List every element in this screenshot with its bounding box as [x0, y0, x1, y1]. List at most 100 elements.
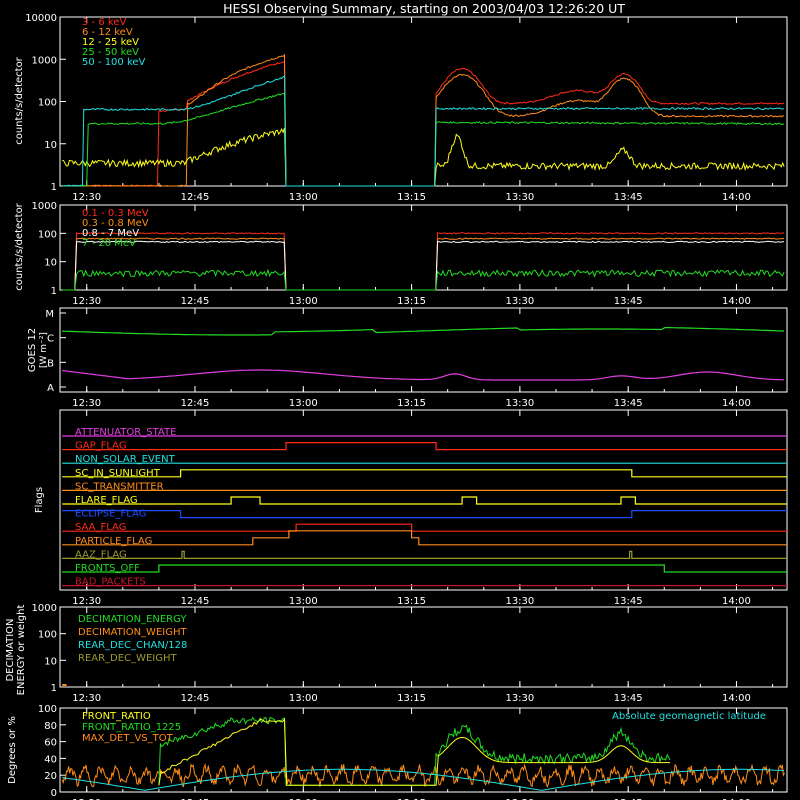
goes-series-low	[62, 369, 785, 381]
flags-label-0: ATTENUATOR_STATE	[75, 427, 176, 438]
flags-xtick-label: 12:45	[181, 596, 210, 607]
lc-ytick-label: 1000	[32, 55, 57, 66]
ratio-xtick-label: 13:45	[614, 798, 643, 800]
flags-line-8	[62, 530, 787, 546]
lc-xtick-label: 14:00	[722, 192, 751, 203]
goes-xtick-label: 13:15	[397, 398, 426, 409]
ratio-xtick-label: 13:15	[397, 798, 426, 800]
hi-frame	[59, 204, 788, 291]
flags-label-5: FLARE_FLAG	[75, 495, 138, 506]
goes-xtick-label: 13:30	[505, 398, 534, 409]
goes-ylabel: GOES 12	[27, 328, 38, 372]
goes-ytick-label: B	[47, 358, 54, 369]
lc-legend-0: 3 - 6 keV	[82, 17, 126, 28]
hi-legend-1: 0.3 - 0.8 MeV	[82, 218, 149, 229]
goes-xtick-label: 14:00	[722, 398, 751, 409]
flags-label-2: NON_SOLAR_EVENT	[75, 454, 176, 465]
lc-ytick-label: 1	[51, 182, 57, 193]
ratio-ytick-label: 20	[44, 771, 57, 782]
flags-ylabel: Flags	[34, 487, 45, 513]
dec-ylabel: DECIMATION	[5, 618, 16, 681]
dec-ytick-label: 1000	[32, 603, 57, 614]
lc-xtick-label: 13:45	[614, 192, 643, 203]
hi-ytick-label: 1	[51, 286, 57, 297]
dec-xtick-label: 13:15	[397, 693, 426, 704]
goes-series-high	[62, 327, 785, 336]
ratio-xtick-label: 14:00	[722, 798, 751, 800]
flags-label-8: PARTICLE_FLAG	[75, 536, 152, 547]
ratio-xtick-label: 12:30	[72, 798, 101, 800]
flags-xtick-label: 13:15	[397, 596, 426, 607]
dec-ylabel2: ENERGY or weight	[16, 605, 27, 696]
flags-label-9: AAZ_FLAG	[75, 549, 127, 560]
hi-ytick-label: 1000	[32, 201, 57, 212]
dec-legend-2: REAR_DEC_CHAN/128	[78, 640, 187, 651]
lc-series-1	[62, 53, 785, 187]
goes-ytick-label: M	[45, 309, 54, 320]
flags-label-4: SC_TRANSMITTER	[75, 481, 164, 492]
flags-line-5	[62, 496, 787, 505]
ratio-ytick-label: 40	[44, 754, 57, 765]
lc-legend-3: 25 - 50 keV	[82, 47, 139, 58]
flags-xtick-label: 13:30	[505, 596, 534, 607]
flags-label-3: SC_IN_SUNLIGHT	[75, 468, 161, 479]
flags-line-3	[62, 469, 787, 478]
flags-xtick-label: 13:45	[614, 596, 643, 607]
hi-xtick-label: 13:15	[397, 296, 426, 307]
flags-label-6: ECLIPSE_FLAG	[75, 509, 146, 520]
hi-legend-0: 0.1 - 0.3 MeV	[82, 208, 149, 219]
hi-xtick-label: 13:30	[505, 296, 534, 307]
hi-legend-2: 0.8 - 7 MeV	[82, 228, 139, 239]
dec-xtick-label: 13:30	[505, 693, 534, 704]
ratio-ytick-label: 100	[38, 704, 57, 715]
lc-series-3	[62, 92, 785, 187]
ratio-ytick-label: 60	[44, 738, 57, 749]
ratio-ytick-label: 0	[51, 788, 57, 799]
goes-xtick-label: 12:45	[181, 398, 210, 409]
hi-xtick-label: 14:00	[722, 296, 751, 307]
flags-line-6	[62, 510, 787, 519]
hi-xtick-label: 13:00	[289, 296, 318, 307]
dec-xtick-label: 14:00	[722, 693, 751, 704]
dec-xtick-label: 13:45	[614, 693, 643, 704]
dec-legend-3: REAR_DEC_WEIGHT	[78, 653, 177, 664]
ratio-series-front	[158, 717, 670, 786]
ratio-ylabel: Degrees or %	[7, 716, 18, 784]
lc-ylabel: counts/s/detector	[14, 56, 25, 144]
flags-line-1	[62, 442, 787, 451]
goes-xtick-label: 13:45	[614, 398, 643, 409]
hi-ytick-label: 10	[44, 258, 57, 269]
lc-series-2	[62, 127, 785, 187]
dec-xtick-label: 12:45	[181, 693, 210, 704]
flags-label-10: FRONTS_OFF	[75, 563, 140, 574]
flags-line-9	[62, 550, 787, 559]
chart-title: HESSI Observing Summary, starting on 200…	[223, 1, 625, 16]
hi-ylabel: counts/s/detector	[14, 202, 25, 290]
dec-ytick-label: 1	[51, 683, 57, 694]
dec-ytick-label: 100	[38, 630, 57, 641]
dec-xtick-label: 12:30	[72, 693, 101, 704]
dec-frame	[59, 606, 788, 688]
lc-xtick-label: 12:45	[181, 192, 210, 203]
lc-legend-1: 6 - 12 keV	[82, 27, 133, 38]
lc-ytick-label: 10	[44, 140, 57, 151]
lc-series-4	[62, 75, 785, 187]
flags-label-1: GAP_FLAG	[75, 441, 127, 452]
hi-ytick-label: 100	[38, 229, 57, 240]
lc-xtick-label: 13:00	[289, 192, 318, 203]
ratio-ytick-label: 80	[44, 721, 57, 732]
goes-frame	[59, 307, 788, 393]
dec-xtick-label: 13:00	[289, 693, 318, 704]
flags-line-7	[62, 523, 787, 532]
goes-ytick-label: A	[47, 383, 54, 394]
flags-line-10	[62, 564, 787, 573]
dec-legend-0: DECIMATION_ENERGY	[78, 614, 187, 625]
goes-ytick-label: C	[47, 334, 54, 345]
goes-ylabel-unit: [W m⁻²]	[39, 332, 49, 368]
ratio-annotation: Absolute geomagnetic latitude	[612, 711, 766, 722]
lc-xtick-label: 13:30	[505, 192, 534, 203]
hi-series-1	[62, 237, 785, 291]
hi-xtick-label: 12:45	[181, 296, 210, 307]
ratio-legend-1: FRONT_RATIO_1225	[82, 722, 181, 733]
